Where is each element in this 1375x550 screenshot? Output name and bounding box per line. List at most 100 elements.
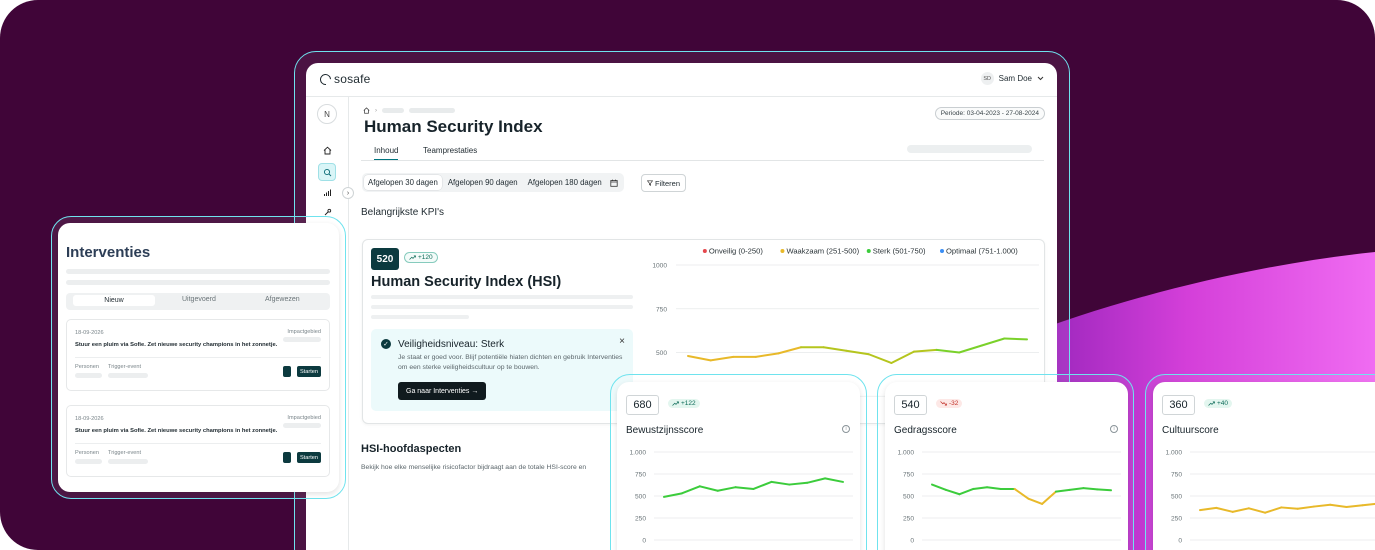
series-line-segment [1231,507,1250,513]
tab-afgewezen[interactable]: Afgewezen [265,296,300,303]
y-tick-label: 0 [910,538,914,545]
sidebar-item-analytics[interactable] [318,183,336,201]
y-tick-label: 1.000 [629,450,646,457]
interventions-tabs: Nieuw Uitgevoerd Afgewezen [66,293,330,310]
series-line-segment [752,480,773,490]
y-tick-label: 750 [635,472,646,479]
bewustzijn-line-chart: 1.000 750 500 250 0 [629,450,853,545]
close-icon[interactable]: × [619,336,625,347]
sidebar-item-tools[interactable] [318,203,336,221]
series-line-segment [663,492,683,498]
y-tick-label: 0 [1178,538,1182,545]
card-title: Gedragsscore [894,425,957,436]
sidebar-expand-button[interactable]: › [342,187,354,199]
home-icon[interactable] [363,107,370,114]
series-line-segment [1296,505,1315,510]
y-tick-label: 500 [656,350,667,357]
score-card-gedrag: 540 -32 Gedragsscore i 1.000 750 500 250 0 [885,382,1128,550]
sidebar: N › [306,97,354,550]
trend-up-icon [672,401,679,406]
text-placeholder [66,269,330,274]
intervention-item[interactable]: 18-09-2026 Impactgebied Stuur een pluim … [66,319,330,391]
tab-bar: Inhoud Teamprestaties [361,143,1044,161]
brand-logo[interactable]: sosafe [317,71,371,87]
legend-dot [780,249,785,253]
brand-name: sosafe [334,72,371,86]
intervention-item[interactable]: 18-09-2026 Impactgebied Stuur een pluim … [66,405,330,477]
y-tick-label: 250 [1171,516,1182,523]
people-label: Personen [75,450,99,456]
range-30-days[interactable]: Afgelopen 30 dagen [364,175,442,190]
chevron-right-icon: › [346,189,350,197]
trigger-placeholder [108,373,148,378]
legend-dot [940,249,944,253]
trend-up-icon [1208,401,1215,406]
sidebar-item-home[interactable] [318,141,336,159]
cultuur-line-chart: 1.000 750 500 250 0 [1165,450,1375,545]
y-tick-label: 250 [635,516,646,523]
tab-uitgevoerd[interactable]: Uitgevoerd [182,296,216,303]
impact-placeholder [283,423,321,428]
filter-button[interactable]: Filteren [641,174,687,192]
logo-icon [317,71,334,87]
info-icon[interactable]: i [1110,425,1118,433]
trigger-placeholder [108,459,148,464]
tab-nieuw[interactable]: Nieuw [73,295,155,306]
series-line-segment [754,352,780,358]
series-line-segment [687,355,712,362]
card-score: 540 [894,395,927,415]
start-button[interactable]: Starten [296,366,321,377]
filter-icon [647,180,653,186]
series-line-segment [913,348,938,353]
series-line-segment [1215,506,1234,513]
people-label: Personen [75,364,99,370]
card-delta-badge: +40 [1204,399,1233,408]
range-180-days[interactable]: Afgelopen 180 dagen [527,178,602,187]
series-line-segment [1312,503,1332,508]
more-button[interactable] [283,452,291,463]
series-line-segment [1068,487,1085,491]
sidebar-item-hsi[interactable] [318,163,336,181]
interventions-panel: Interventies Nieuw Uitgevoerd Afgewezen … [58,223,339,492]
people-placeholder [75,459,102,464]
card-delta: +122 [681,400,696,407]
start-button[interactable]: Starten [296,452,321,463]
legend-label: Optimaal (751-1.000) [946,247,1018,256]
score-card-bewustzijn: 680 +122 Bewustzijnsscore i 1.000 750 500 2… [617,382,860,550]
breadcrumb-placeholder [382,108,404,113]
series-line-segment [1013,487,1030,500]
series-line-segment [845,349,870,356]
go-to-interventions-button[interactable]: Ga naar Interventies → [398,382,487,400]
gedrag-line-chart: 1.000 750 500 250 0 [897,450,1121,545]
org-avatar[interactable]: N [317,104,337,124]
y-tick-label: 1.000 [897,450,914,457]
series-line-segment [944,488,961,496]
user-name: Sam Doe [998,74,1032,83]
tab-inhoud[interactable]: Inhoud [374,146,399,160]
series-line-segment [935,348,961,354]
user-menu[interactable]: SD Sam Doe [980,72,1044,85]
tab-teamprestaties[interactable]: Teamprestaties [423,146,478,155]
series-line-segment [822,346,848,352]
series-line-segment [770,480,791,486]
divider [75,443,321,444]
card-delta: -32 [949,400,959,407]
calendar-icon[interactable] [610,179,618,187]
y-tick-label: 750 [656,306,667,313]
y-tick-label: 0 [642,538,646,545]
legend-dot [702,249,707,253]
text-placeholder [371,315,469,319]
range-90-days[interactable]: Afgelopen 90 dagen [447,178,518,187]
impact-label: Impactgebied [287,415,321,421]
check-icon: ✓ [381,339,391,349]
series-line-segment [709,355,735,362]
intervention-text: Stuur een pluim via Sofie. Zet nieuwe se… [75,428,278,434]
card-title: Cultuurscore [1162,425,1219,436]
info-icon[interactable]: i [842,425,850,433]
legend-label: Waakzaam (251-500) [786,247,859,256]
y-tick-label: 250 [903,516,914,523]
impact-label: Impactgebied [287,329,321,335]
more-button[interactable] [283,366,291,377]
shield-search-icon [323,168,331,176]
period-badge[interactable]: Periode: 03-04-2023 - 27-08-2024 [934,107,1045,120]
